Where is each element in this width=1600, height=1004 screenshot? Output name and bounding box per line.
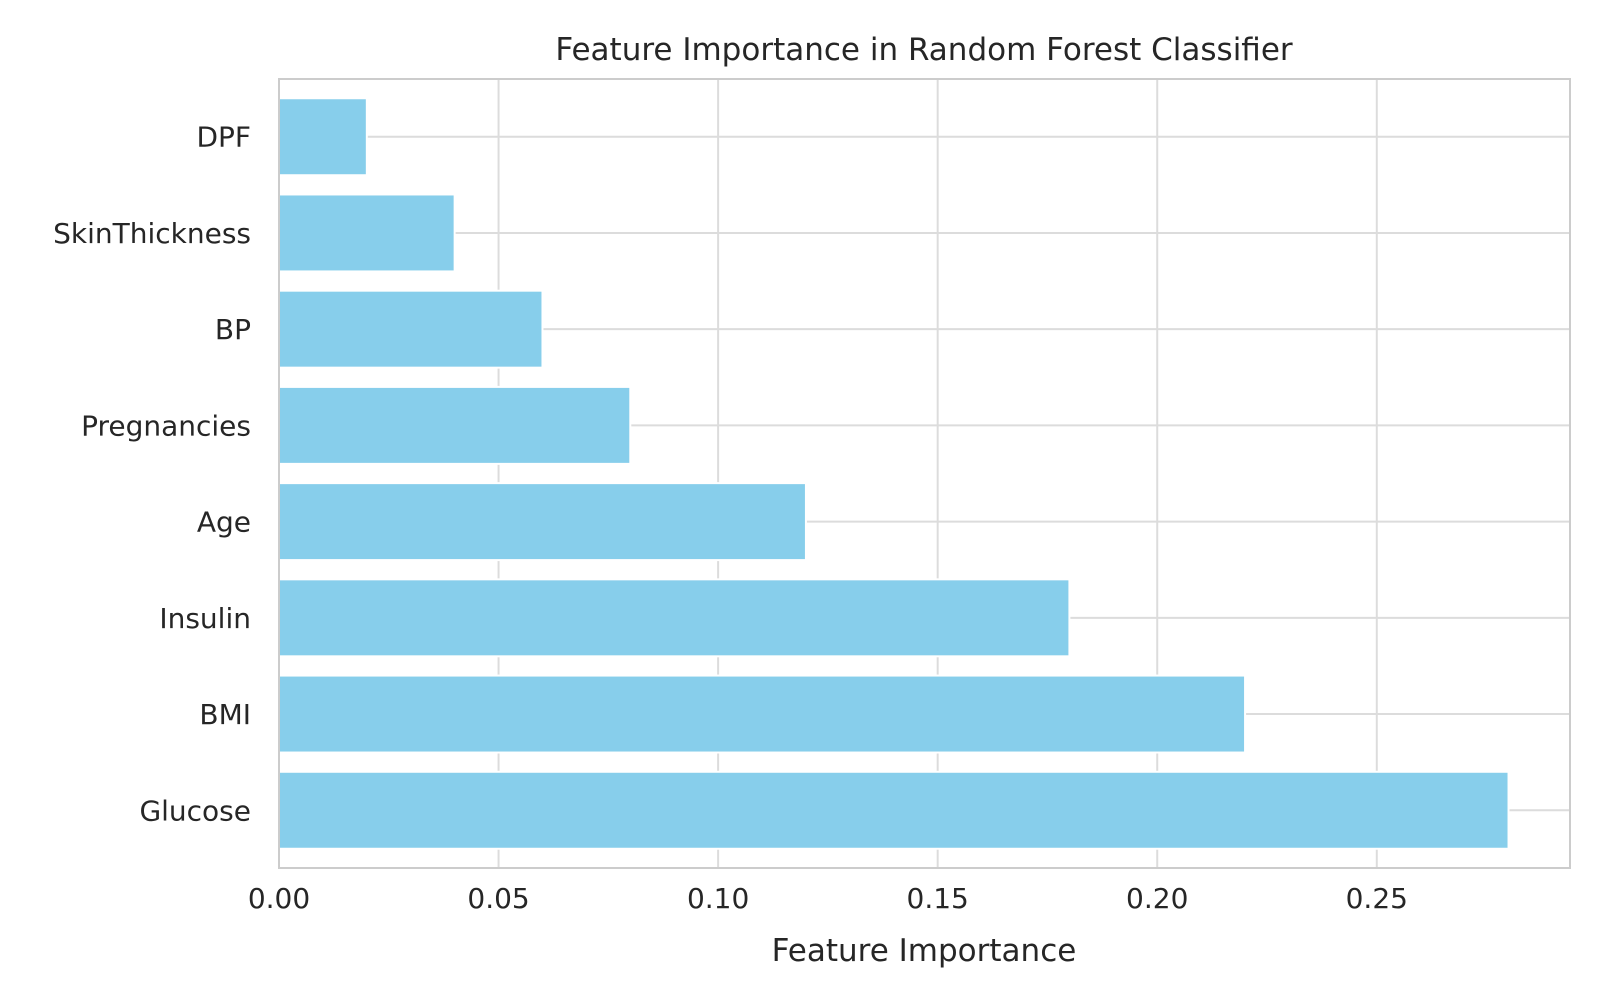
y-tick-labels: Glucose BMI Insulin Age Pregnancies BP SkinThi… [53,121,251,828]
bar-skinthickness [278,193,456,273]
bars [278,97,1510,850]
bar-bmi [278,674,1247,754]
x-tick-label: 0.20 [1126,882,1188,915]
y-tick-label: Insulin [159,602,251,635]
x-tick-label: 0.00 [248,882,310,915]
y-tick-label: BMI [199,698,251,731]
plot-frame [278,78,1571,869]
y-tick-label: Age [197,506,251,539]
x-tick-labels: 0.00 0.05 0.10 0.15 0.20 0.25 [248,882,1408,915]
y-tick-label: BP [215,313,251,346]
bar-dpf [278,97,368,177]
x-tick-label: 0.05 [467,882,529,915]
bar-age [278,482,807,562]
x-tick-label: 0.25 [1346,882,1408,915]
x-tick-label: 0.10 [687,882,749,915]
x-axis-label: Feature Importance [772,933,1077,969]
bar-bp [278,289,544,369]
chart-title: Feature Importance in Random Forest Clas… [555,32,1293,68]
y-tick-label: SkinThickness [53,217,251,250]
x-tick-label: 0.15 [907,882,969,915]
bar-pregnancies [278,385,632,465]
y-tick-label: Glucose [139,794,251,827]
y-tick-label: DPF [196,121,251,154]
bar-glucose [278,770,1510,850]
y-tick-label: Pregnancies [81,409,251,442]
bar-insulin [278,578,1071,658]
